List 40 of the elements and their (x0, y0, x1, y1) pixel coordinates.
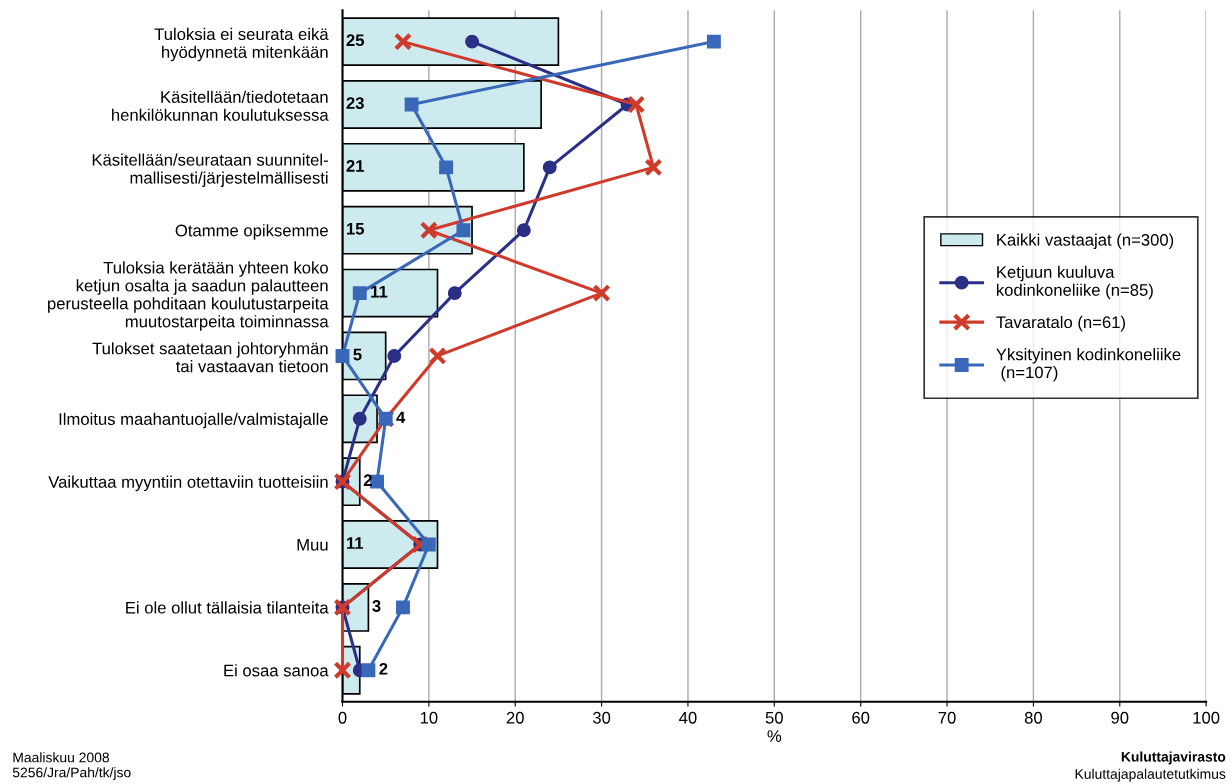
x-tick-label: 60 (852, 711, 870, 724)
y-tick-label: Otamme opiksemme (175, 224, 328, 240)
text: Maaliskuu 2008 5256/Jra/Pah/tk/jso (12, 752, 131, 781)
data-label: 4 (396, 411, 406, 424)
x-tick-label: 0 (338, 711, 347, 724)
x-axis-title: % (767, 730, 782, 742)
data-label: 2 (379, 662, 388, 675)
y-tick-label: Vaikuttaa myyntiin otettaviin tuotteisiin (48, 475, 328, 492)
y-tick-label: Tulokset saatetaan johtoryhmän tai vastaavan tietoon (92, 342, 328, 373)
x-tick-label: 20 (506, 711, 524, 724)
x-tick-label: 100 (1193, 711, 1220, 724)
data-label: 23 (346, 97, 364, 109)
x-tick-label: 10 (420, 711, 438, 724)
x-tick-label: 40 (679, 711, 697, 724)
data-label: 11 (347, 537, 364, 549)
text: Kuluttajavirasto (1121, 751, 1226, 765)
x-tick-label: 80 (1024, 711, 1043, 724)
y-tick-label: Tuloksia ei seurata eikä hyödynnetä mitenkään (154, 27, 329, 62)
legend-label: Ketjuun kuuluva kodinkoneliike (n=85) (996, 265, 1153, 300)
y-tick-label: Käsitellään/seurataan suunnitel- mallisesti/järjestelmällisesti (92, 153, 328, 188)
text: Kuluttajapalautetutkimus (1075, 768, 1226, 782)
y-tick-label: Muu (297, 539, 328, 551)
y-tick-label: Ei osaa sanoa (224, 664, 329, 677)
data-label: 3 (372, 600, 381, 612)
data-label: 15 (347, 223, 365, 235)
y-tick-label: Käsitellään/tiedotetaan henkilökunnan koulutuksessa (112, 90, 329, 121)
data-label: 25 (346, 34, 365, 47)
y-tick-label: Ei ole ollut tällaisia tilanteita (126, 601, 329, 614)
data-label: 21 (346, 160, 365, 172)
x-tick-label: 90 (1111, 711, 1129, 724)
y-tick-label: Ilmoitus maahantuojalle/valmistajalle (59, 412, 328, 429)
legend-label: Yksityinen kodinkoneliike (n=107) (996, 348, 1181, 382)
data-label: 5 (353, 348, 362, 361)
x-tick-label: 50 (765, 711, 783, 724)
y-tick-label: Tuloksia kerätään yhteen koko ketjun osalta ja saadun palautteen perusteella pohditaan koulutustarpeita muutostarpeita toiminnassa (48, 261, 329, 331)
x-tick-label: 70 (938, 711, 956, 724)
data-label: 11 (371, 285, 388, 298)
legend-label: Kaikki vastaajat (n=300) (997, 233, 1174, 250)
legend-label: Tavaratalo (n=61) (996, 315, 1125, 332)
x-tick-label: 30 (592, 711, 611, 724)
